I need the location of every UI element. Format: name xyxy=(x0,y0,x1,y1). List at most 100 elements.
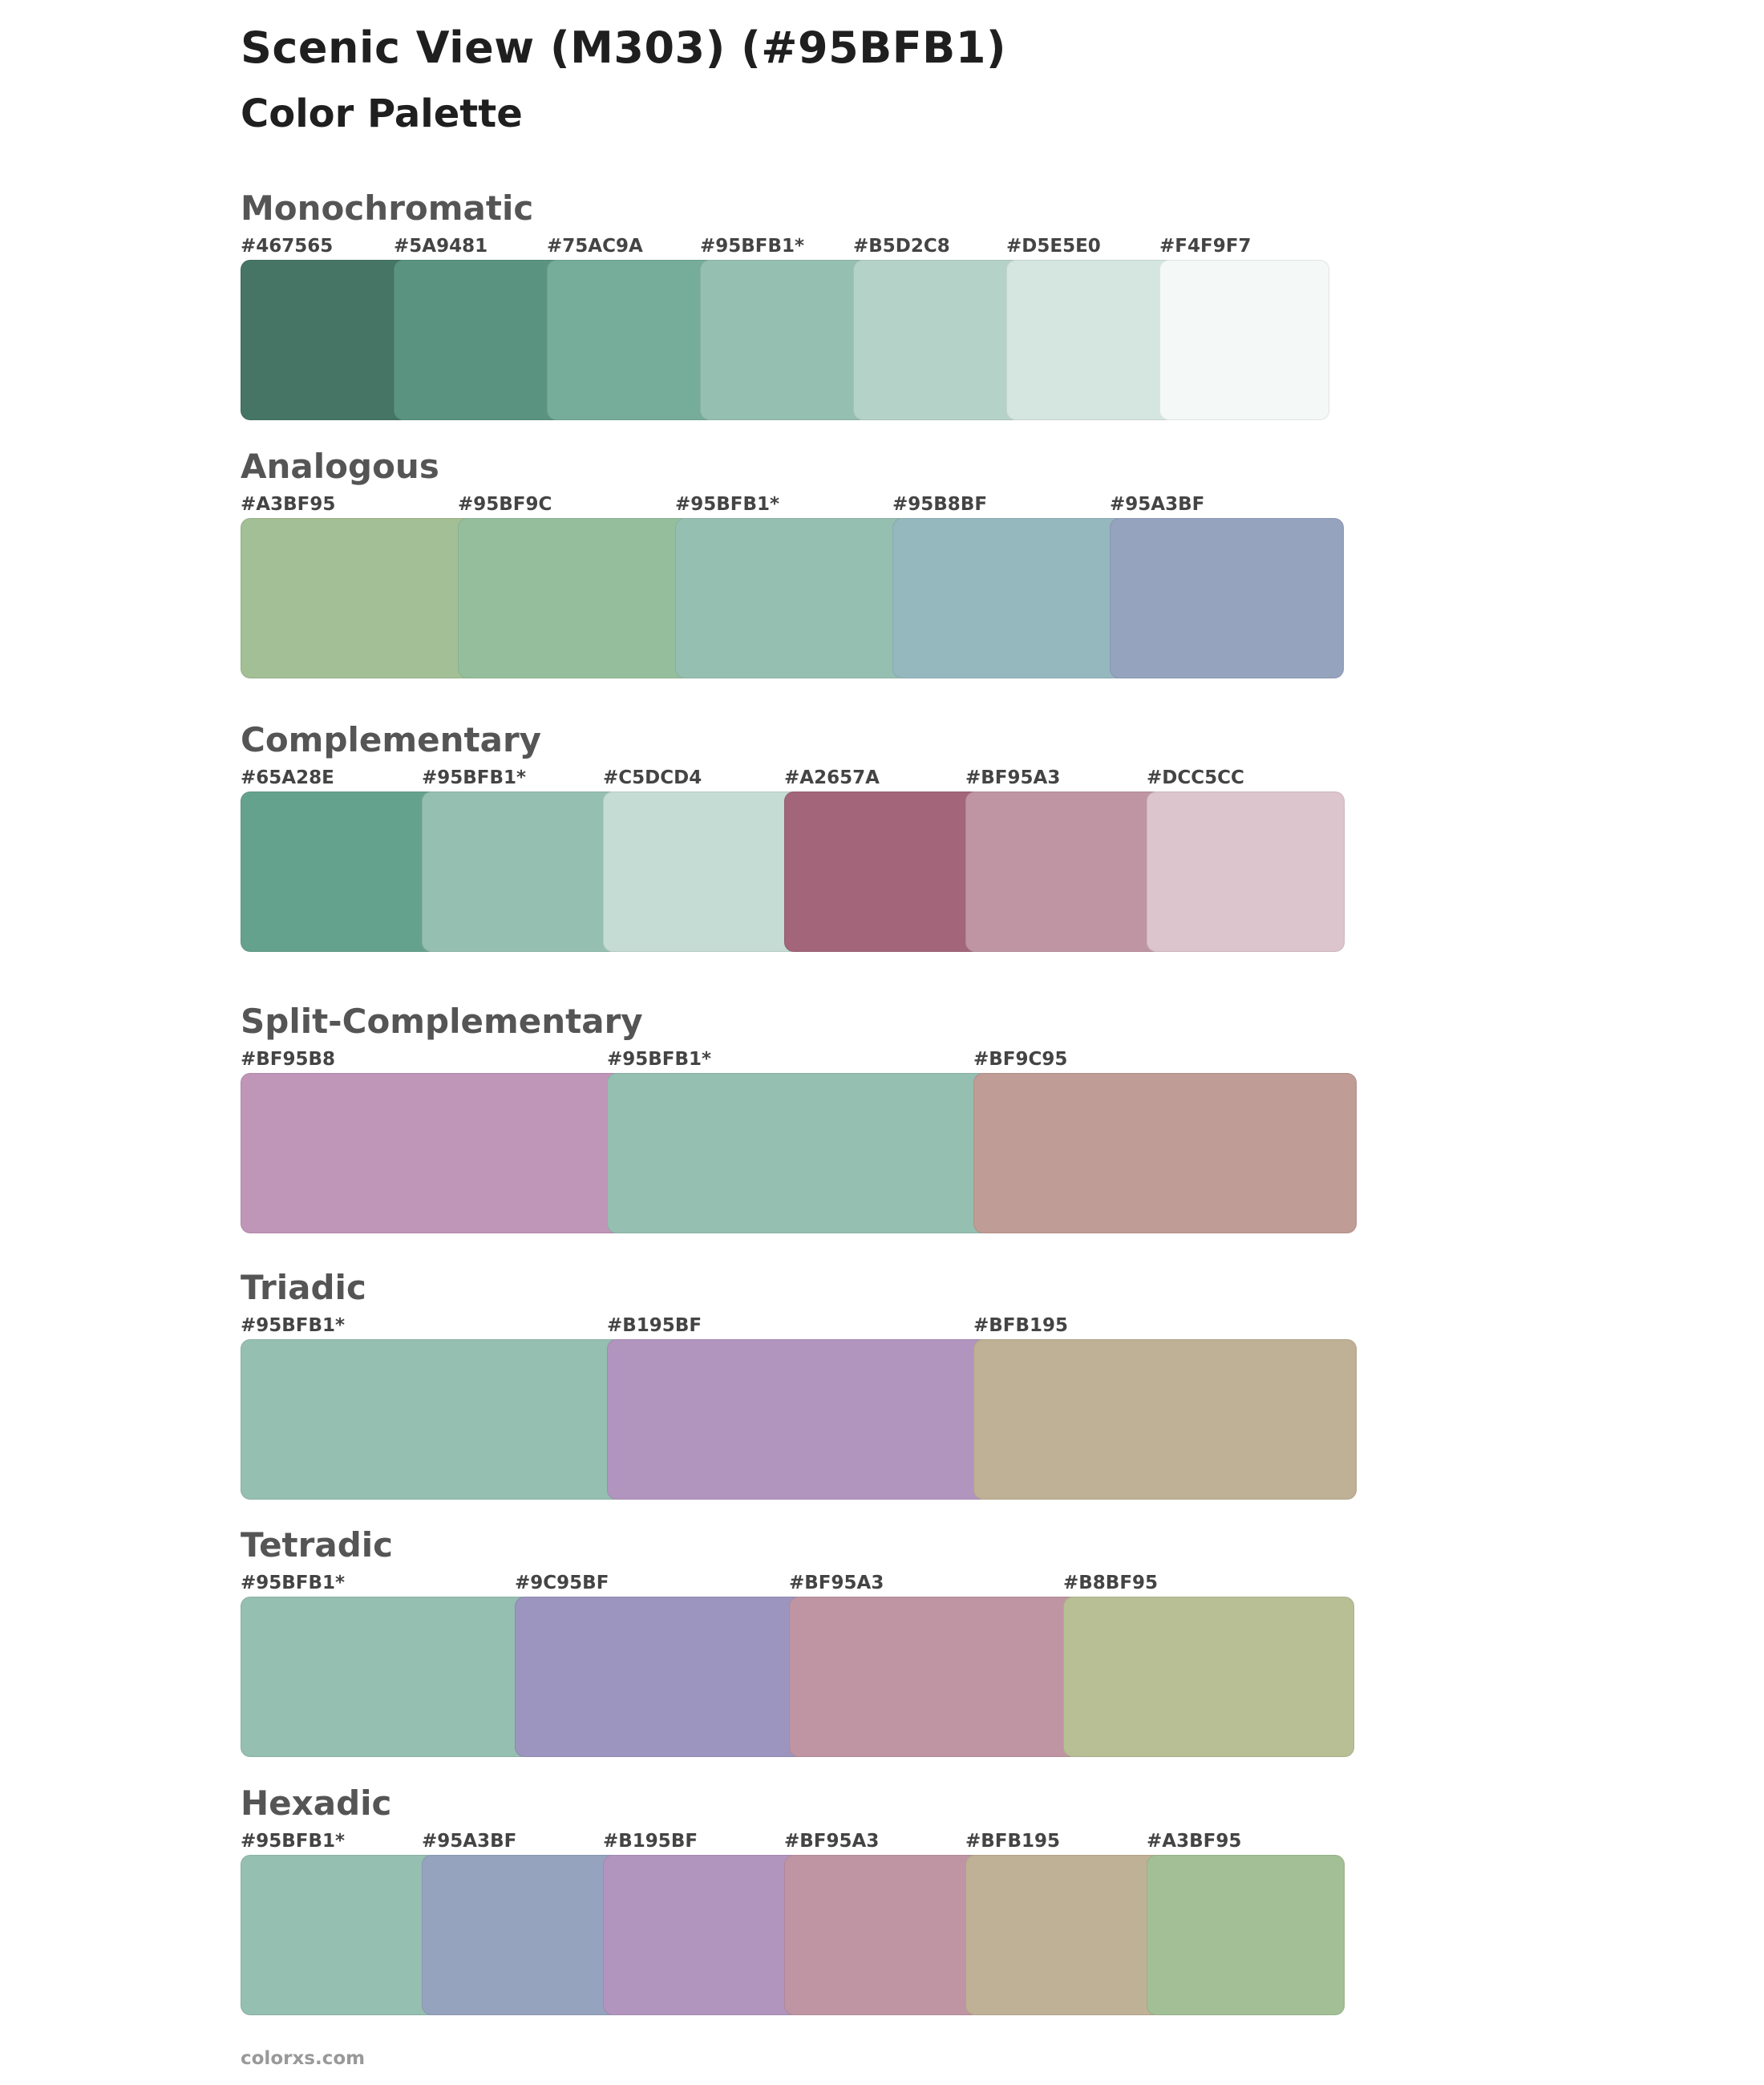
color-swatch[interactable] xyxy=(965,1855,1163,2015)
swatch-row xyxy=(241,260,1363,420)
swatch-hex-label: #BF95A3 xyxy=(965,767,1061,788)
color-swatch[interactable] xyxy=(965,791,1163,952)
swatch-labels: #95BFB1* #95A3BF #B195BF #BF95A3 #BFB195 #A3B… xyxy=(241,1829,1363,1853)
color-swatch[interactable] xyxy=(892,518,1127,678)
swatch-hex-label: #BFB195 xyxy=(965,1831,1061,1852)
swatch-hex-label: #95BFB1* xyxy=(700,236,805,257)
color-swatch[interactable] xyxy=(1063,1597,1354,1757)
color-swatch[interactable] xyxy=(784,1855,982,2015)
swatch-row xyxy=(241,791,1363,952)
swatch-labels: #A3BF95 #95BF9C #95BFB1* #95B8BF #95A3BF xyxy=(241,492,1363,516)
swatch-hex-label: #A3BF95 xyxy=(1147,1831,1242,1852)
color-swatch[interactable] xyxy=(675,518,909,678)
color-swatch[interactable] xyxy=(241,1339,624,1500)
page-title: Scenic View (M303) (#95BFB1) xyxy=(241,22,1007,73)
swatch-labels: #95BFB1* #B195BF #BFB195 xyxy=(241,1314,1363,1338)
swatch-row xyxy=(241,1597,1363,1757)
color-swatch[interactable] xyxy=(784,791,982,952)
color-swatch[interactable] xyxy=(547,260,717,420)
swatch-hex-label: #BF95B8 xyxy=(241,1049,336,1070)
color-swatch[interactable] xyxy=(1006,260,1176,420)
section-monochromatic: Monochromatic #467565 #5A9481 #75AC9A #95BFB… xyxy=(241,186,1363,420)
section-triadic: Triadic #95BFB1* #B195BF #BFB195 xyxy=(241,1265,1363,1500)
section-hexadic: Hexadic #95BFB1* #95A3BF #B195BF #BF95A3 #BFB… xyxy=(241,1781,1363,2015)
swatch-hex-label: #95BFB1* xyxy=(422,767,527,788)
color-swatch[interactable] xyxy=(422,791,620,952)
swatch-hex-label: #BFB195 xyxy=(973,1315,1069,1336)
swatch-hex-label: #B8BF95 xyxy=(1063,1573,1159,1593)
swatch-hex-label: #9C95BF xyxy=(515,1573,609,1593)
swatch-row xyxy=(241,518,1363,678)
swatch-labels: #95BFB1* #9C95BF #BF95A3 #B8BF95 xyxy=(241,1571,1363,1595)
swatch-hex-label: #D5E5E0 xyxy=(1006,236,1101,257)
color-swatch[interactable] xyxy=(700,260,870,420)
section-title: Analogous xyxy=(241,447,439,486)
section-title: Hexadic xyxy=(241,1783,392,1823)
section-split-complementary: Split-Complementary #BF95B8 #95BFB1* #BF9C9… xyxy=(241,999,1363,1233)
color-swatch[interactable] xyxy=(422,1855,620,2015)
swatch-hex-label: #95BFB1* xyxy=(241,1573,346,1593)
swatch-hex-label: #BF9C95 xyxy=(973,1049,1068,1070)
swatch-labels: #BF95B8 #95BFB1* #BF9C95 xyxy=(241,1047,1363,1071)
section-title: Triadic xyxy=(241,1268,366,1307)
swatch-hex-label: #B195BF xyxy=(607,1315,702,1336)
swatch-hex-label: #C5DCD4 xyxy=(603,767,702,788)
color-swatch[interactable] xyxy=(241,1073,624,1233)
swatch-row xyxy=(241,1073,1363,1233)
swatch-hex-label: #A3BF95 xyxy=(241,494,336,515)
section-tetradic: Tetradic #95BFB1* #9C95BF #BF95A3 #B8BF95 xyxy=(241,1523,1363,1757)
color-swatch[interactable] xyxy=(241,260,411,420)
swatch-hex-label: #95A3BF xyxy=(1110,494,1205,515)
color-swatch[interactable] xyxy=(607,1073,990,1233)
color-swatch[interactable] xyxy=(241,791,439,952)
swatch-hex-label: #467565 xyxy=(241,236,334,257)
color-swatch[interactable] xyxy=(1159,260,1329,420)
swatch-hex-label: #DCC5CC xyxy=(1147,767,1244,788)
section-title: Complementary xyxy=(241,720,542,759)
swatch-row xyxy=(241,1855,1363,2015)
section-title: Tetradic xyxy=(241,1525,394,1565)
section-title: Monochromatic xyxy=(241,188,534,228)
section-complementary: Complementary #65A28E #95BFB1* #C5DCD4 #A265… xyxy=(241,718,1363,952)
color-swatch[interactable] xyxy=(973,1073,1357,1233)
color-swatch[interactable] xyxy=(241,1855,439,2015)
swatch-hex-label: #F4F9F7 xyxy=(1159,236,1252,257)
swatch-hex-label: #95BFB1* xyxy=(607,1049,712,1070)
color-swatch[interactable] xyxy=(607,1339,990,1500)
swatch-hex-label: #65A28E xyxy=(241,767,334,788)
page-subtitle: Color Palette xyxy=(241,91,523,136)
swatch-labels: #467565 #5A9481 #75AC9A #95BFB1* #B5D2C8 #D5E… xyxy=(241,234,1363,258)
footer-site-link[interactable]: colorxs.com xyxy=(241,2048,366,2069)
color-swatch[interactable] xyxy=(1147,791,1345,952)
color-swatch[interactable] xyxy=(241,1597,532,1757)
palette-page: Scenic View (M303) (#95BFB1) Color Palet… xyxy=(241,18,1363,141)
section-title: Split-Complementary xyxy=(241,1002,643,1041)
swatch-hex-label: #5A9481 xyxy=(394,236,488,257)
section-analogous: Analogous #A3BF95 #95BF9C #95BFB1* #95B8BF #9… xyxy=(241,444,1363,678)
color-swatch[interactable] xyxy=(394,260,564,420)
color-swatch[interactable] xyxy=(458,518,692,678)
swatch-hex-label: #95BF9C xyxy=(458,494,552,515)
swatch-hex-label: #B5D2C8 xyxy=(853,236,950,257)
color-swatch[interactable] xyxy=(789,1597,1080,1757)
color-swatch[interactable] xyxy=(973,1339,1357,1500)
swatch-hex-label: #A2657A xyxy=(784,767,880,788)
color-swatch[interactable] xyxy=(853,260,1023,420)
color-swatch[interactable] xyxy=(1110,518,1344,678)
swatch-hex-label: #95B8BF xyxy=(892,494,988,515)
color-swatch[interactable] xyxy=(241,518,475,678)
color-swatch[interactable] xyxy=(515,1597,806,1757)
swatch-hex-label: #95BFB1* xyxy=(241,1315,346,1336)
color-swatch[interactable] xyxy=(1147,1855,1345,2015)
swatch-row xyxy=(241,1339,1363,1500)
swatch-hex-label: #95BFB1* xyxy=(241,1831,346,1852)
swatch-hex-label: #95BFB1* xyxy=(675,494,780,515)
swatch-hex-label: #95A3BF xyxy=(422,1831,517,1852)
color-swatch[interactable] xyxy=(603,791,801,952)
swatch-hex-label: #B195BF xyxy=(603,1831,698,1852)
swatch-labels: #65A28E #95BFB1* #C5DCD4 #A2657A #BF95A3 #DCC… xyxy=(241,766,1363,790)
swatch-hex-label: #75AC9A xyxy=(547,236,643,257)
swatch-hex-label: #BF95A3 xyxy=(784,1831,880,1852)
color-swatch[interactable] xyxy=(603,1855,801,2015)
swatch-hex-label: #BF95A3 xyxy=(789,1573,884,1593)
